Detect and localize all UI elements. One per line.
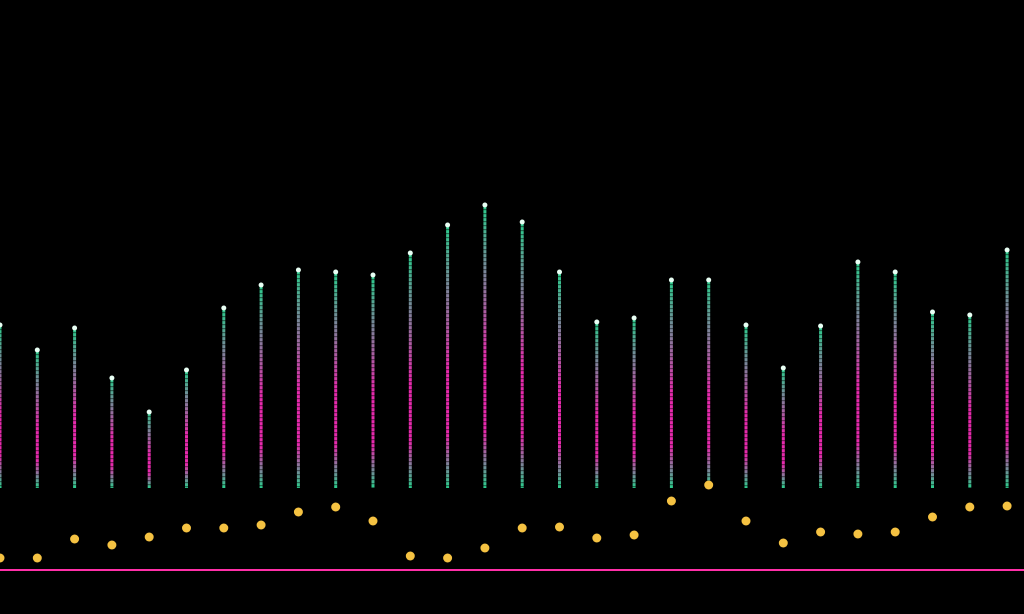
column-line bbox=[1005, 250, 1009, 488]
dot bbox=[443, 553, 453, 563]
column-line bbox=[669, 280, 673, 488]
column-cap bbox=[482, 202, 488, 208]
column-cap bbox=[967, 312, 973, 318]
column-cap bbox=[892, 269, 898, 275]
column-line bbox=[222, 308, 226, 488]
column-line bbox=[893, 272, 897, 488]
dot bbox=[293, 507, 303, 517]
column-line bbox=[856, 262, 860, 488]
column-cap bbox=[258, 282, 264, 288]
column-line bbox=[259, 285, 263, 488]
column-line bbox=[446, 225, 450, 488]
column-line bbox=[0, 325, 2, 488]
column-cap bbox=[780, 365, 786, 371]
dot bbox=[70, 534, 80, 544]
column-line bbox=[73, 328, 77, 488]
column-cap bbox=[221, 305, 227, 311]
column-cap bbox=[72, 325, 78, 331]
column-cap bbox=[370, 272, 376, 278]
column-line bbox=[147, 412, 151, 488]
column-line bbox=[483, 205, 487, 488]
column-cap bbox=[34, 347, 40, 353]
column-line bbox=[371, 275, 375, 488]
dot bbox=[704, 480, 714, 490]
dot bbox=[778, 538, 788, 548]
column-line bbox=[110, 378, 114, 488]
column-cap bbox=[184, 367, 189, 373]
dot bbox=[592, 533, 602, 543]
column-cap bbox=[333, 269, 339, 275]
column-line bbox=[185, 370, 188, 488]
column-line bbox=[520, 222, 524, 488]
dot bbox=[555, 522, 564, 532]
column-line bbox=[408, 253, 412, 488]
column-line bbox=[968, 315, 972, 488]
dot bbox=[666, 496, 676, 506]
dot bbox=[182, 523, 191, 533]
dot bbox=[741, 516, 751, 526]
column-cap bbox=[0, 322, 3, 328]
column-line bbox=[296, 270, 300, 488]
dot bbox=[331, 502, 341, 512]
column-cap bbox=[855, 259, 861, 265]
column-cap bbox=[1004, 247, 1010, 253]
dot bbox=[965, 502, 975, 512]
column-cap bbox=[668, 277, 674, 283]
dot bbox=[256, 520, 266, 530]
column-cap bbox=[743, 322, 749, 328]
column-cap bbox=[557, 269, 562, 275]
dot bbox=[890, 527, 900, 537]
column-line bbox=[781, 368, 785, 488]
column-cap bbox=[594, 319, 600, 325]
column-cap bbox=[109, 375, 115, 381]
dot bbox=[32, 553, 42, 563]
dot bbox=[853, 529, 863, 539]
column-line bbox=[334, 272, 338, 488]
column-line bbox=[707, 280, 711, 488]
column-line bbox=[35, 350, 39, 488]
dot bbox=[1002, 501, 1012, 511]
dot bbox=[368, 516, 378, 526]
column-cap bbox=[519, 219, 525, 225]
dot bbox=[629, 530, 639, 540]
column-line bbox=[819, 326, 823, 488]
column-cap bbox=[407, 250, 413, 256]
column-line bbox=[632, 318, 636, 488]
dot bbox=[517, 523, 527, 533]
dot bbox=[144, 532, 154, 542]
dot bbox=[816, 527, 826, 537]
column-cap bbox=[631, 315, 637, 321]
dot bbox=[405, 551, 415, 561]
column-line bbox=[558, 272, 561, 488]
column-cap bbox=[818, 323, 824, 329]
dot bbox=[928, 512, 937, 522]
dot bbox=[0, 553, 5, 563]
column-cap bbox=[295, 267, 301, 273]
column-cap bbox=[930, 309, 935, 315]
column-cap bbox=[706, 277, 712, 283]
column-line bbox=[744, 325, 748, 488]
dot bbox=[107, 540, 117, 550]
column-line bbox=[595, 322, 599, 488]
column-cap bbox=[146, 409, 152, 415]
column-line bbox=[931, 312, 934, 488]
column-cap bbox=[445, 222, 451, 228]
dot bbox=[219, 523, 229, 533]
dot bbox=[480, 543, 490, 553]
